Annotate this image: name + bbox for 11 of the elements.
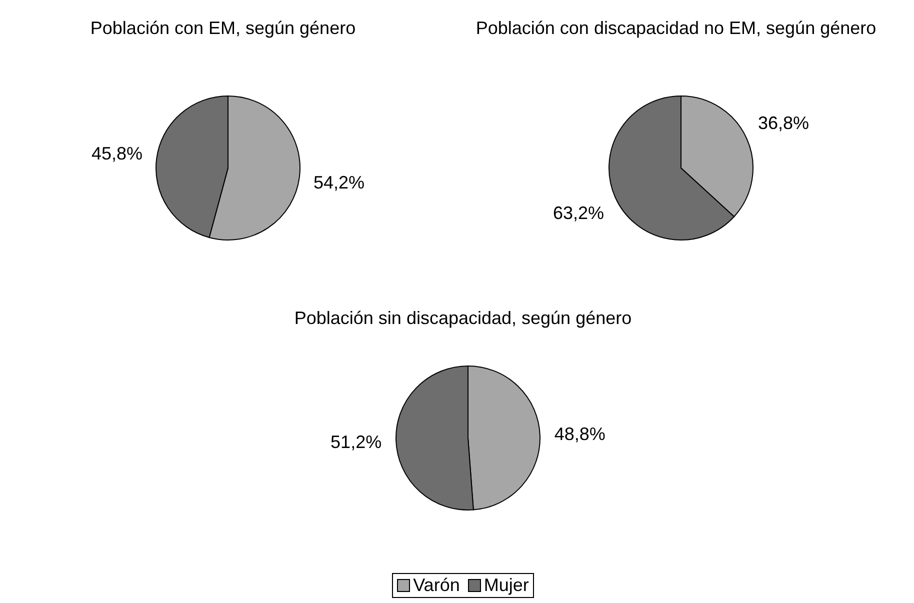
chart-title: Población sin discapacidad, según género — [293, 307, 633, 330]
legend-label: Mujer — [484, 575, 529, 596]
data-label: 48,8% — [554, 424, 606, 444]
chart-title: Población con EM, según género — [89, 17, 357, 40]
data-label: 36,8% — [758, 112, 810, 133]
legend-label: Varón — [413, 575, 460, 596]
data-label: 54,2% — [314, 172, 365, 193]
data-label: 51,2% — [330, 432, 382, 452]
data-label: 63,2% — [552, 203, 604, 224]
chart-title: Población con discapacidad no EM, según género — [474, 17, 878, 40]
data-label: 45,8% — [91, 143, 142, 164]
